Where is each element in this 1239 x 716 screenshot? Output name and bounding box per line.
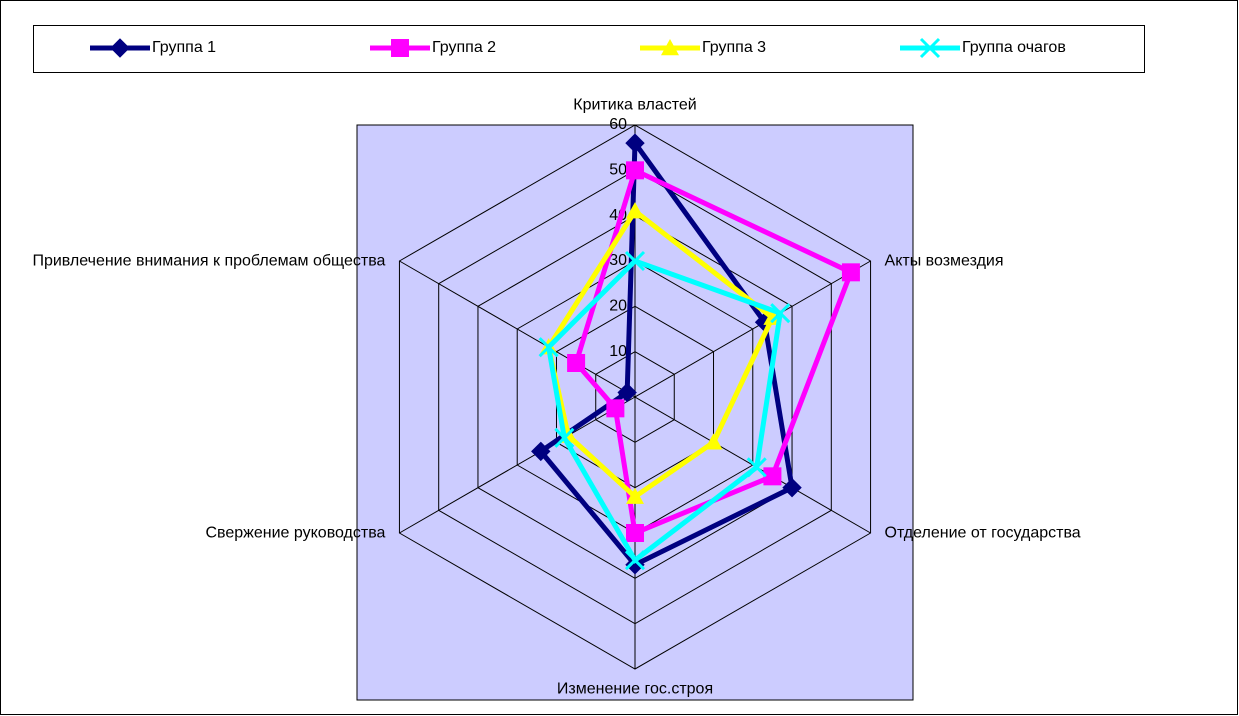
spoke [634, 260, 871, 398]
r-tick-label: 30 [609, 252, 627, 269]
data-point [606, 399, 625, 418]
data-point [746, 457, 767, 478]
category-label: Отделение от государства [884, 524, 1081, 542]
legend-marker [919, 37, 941, 59]
spoke [399, 260, 636, 398]
data-point [626, 524, 644, 542]
data-point [538, 337, 559, 358]
data-point [770, 303, 791, 324]
data-point [617, 382, 637, 403]
data-point [624, 550, 646, 571]
category-label: Свержение руководства [205, 524, 386, 542]
data-point [626, 161, 644, 180]
data-point [554, 427, 575, 448]
legend-label: Группа 1 [152, 39, 216, 56]
spoke [399, 396, 636, 534]
data-point [704, 433, 723, 450]
r-tick-label: 10 [609, 343, 627, 360]
category-label: Критика властей [573, 96, 697, 114]
data-point [625, 555, 645, 575]
data-point [626, 487, 644, 504]
data-point [841, 263, 860, 282]
r-tick-label: 50 [609, 162, 627, 179]
data-point [567, 354, 586, 372]
category-label: Привлечение внимания к проблемам обществ… [32, 252, 386, 270]
category-label: Изменение гос.строя [556, 680, 714, 698]
legend-marker [661, 39, 679, 56]
legend-label: Группа очагов [962, 39, 1066, 56]
data-point [626, 202, 644, 219]
category-label: Акты возмездия [884, 252, 1004, 270]
r-tick-label: 60 [609, 116, 627, 133]
legend-marker [391, 39, 409, 57]
data-point [782, 477, 802, 498]
data-point [625, 133, 645, 153]
data-point [763, 467, 782, 486]
data-point [531, 441, 551, 462]
data-point [624, 250, 646, 272]
r-tick-label: 20 [609, 298, 627, 315]
legend-marker [110, 38, 130, 58]
legend-label: Группа 2 [432, 39, 496, 56]
legend-label: Группа 3 [702, 39, 766, 56]
